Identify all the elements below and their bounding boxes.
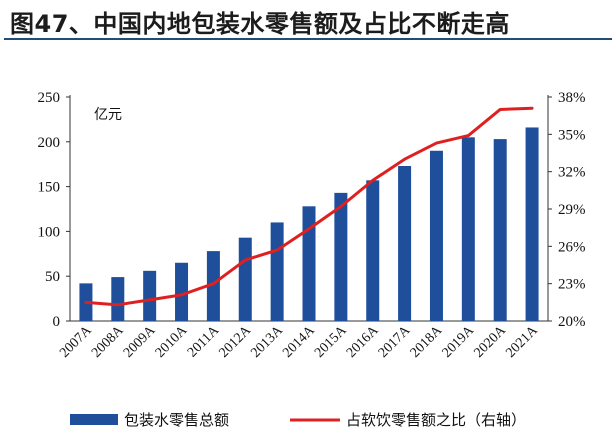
bar	[366, 180, 380, 321]
bar	[429, 150, 443, 321]
right-tick-label: 26%	[558, 239, 586, 255]
x-tick-label: 2020A	[471, 323, 509, 361]
left-tick-label: 0	[53, 314, 61, 330]
x-tick-label: 2009A	[121, 323, 159, 361]
right-tick-label: 38%	[558, 90, 586, 106]
x-tick-label: 2013A	[248, 323, 286, 361]
left-tick-label: 150	[38, 180, 61, 196]
right-tick-label: 35%	[558, 127, 586, 143]
bar	[111, 277, 125, 321]
bar	[525, 127, 539, 322]
x-tick-label: 2021A	[503, 323, 541, 361]
ratio-line	[84, 106, 534, 307]
bar	[238, 237, 252, 321]
x-tick-label: 2017A	[376, 323, 414, 361]
bar	[302, 206, 316, 321]
legend-line-label: 占软饮零售额之比（右轴）	[346, 411, 526, 429]
left-tick-label: 200	[38, 135, 61, 151]
left-tick-label: 100	[38, 224, 61, 240]
title-underline	[4, 38, 612, 40]
bar	[493, 139, 507, 321]
legend-bar-swatch	[70, 414, 118, 425]
bar	[175, 262, 189, 321]
right-tick-label: 32%	[558, 165, 586, 181]
bar	[270, 222, 284, 321]
x-tick-label: 2011A	[185, 323, 223, 361]
bar	[461, 137, 475, 321]
x-tick-label: 2008A	[89, 323, 127, 361]
right-tick-label: 29%	[558, 202, 586, 218]
x-tick-label: 2015A	[312, 323, 350, 361]
bar	[143, 270, 157, 321]
x-tick-label: 2019A	[440, 323, 478, 361]
x-tick-label: 2012A	[217, 323, 255, 361]
bar	[334, 192, 348, 321]
right-tick-label: 20%	[558, 314, 586, 330]
left-tick-label: 50	[45, 269, 60, 285]
chart-title: 图47、中国内地包装水零售额及占比不断走高	[10, 10, 510, 38]
left-tick-label: 250	[38, 90, 61, 106]
bar	[398, 165, 412, 321]
x-tick-label: 2010A	[153, 323, 191, 361]
x-tick-label: 2014A	[280, 323, 318, 361]
unit-label: 亿元	[94, 107, 122, 123]
right-tick-label: 23%	[558, 277, 586, 293]
x-tick-label: 2016A	[344, 323, 382, 361]
x-tick-label: 2018A	[408, 323, 446, 361]
bar	[206, 251, 220, 321]
x-tick-label: 2007A	[57, 323, 95, 361]
legend-bar-label: 包装水零售总额	[124, 411, 229, 429]
